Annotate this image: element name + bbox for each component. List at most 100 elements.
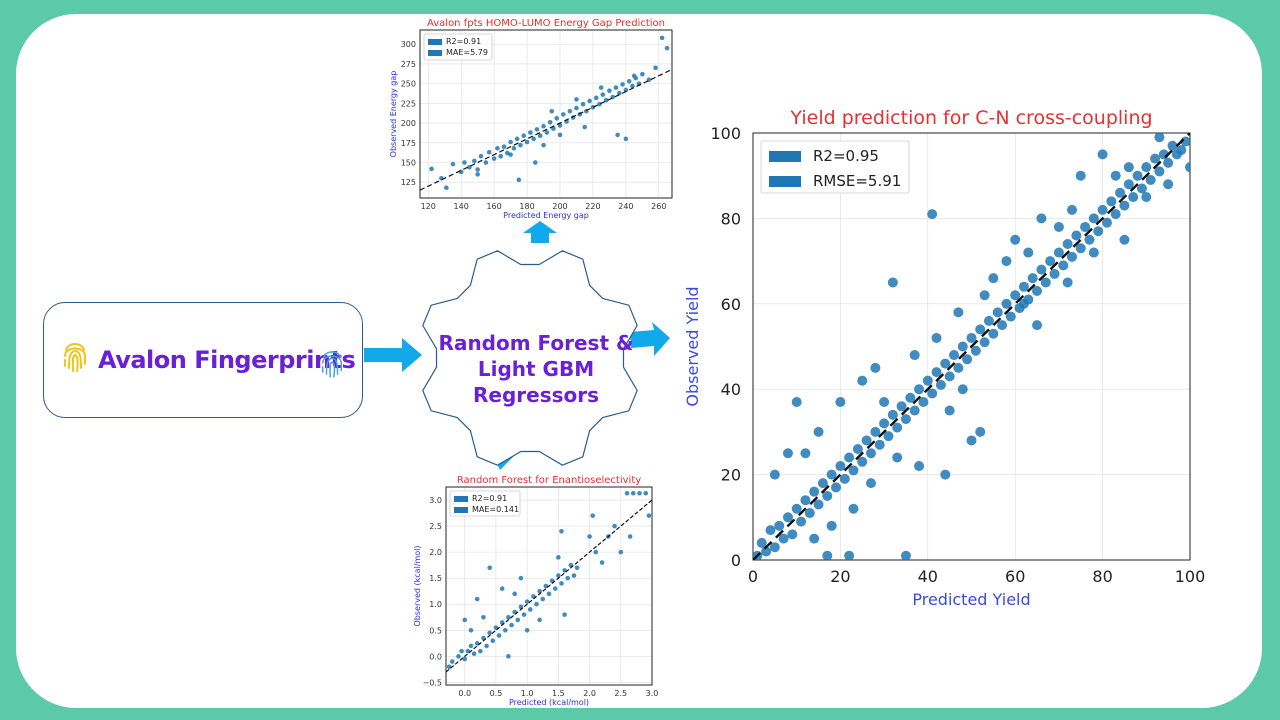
chart1-point	[865, 478, 876, 489]
chart0-point	[626, 78, 632, 84]
chart1-point	[800, 448, 811, 459]
chart2-point	[562, 612, 567, 617]
chart2-fit-line	[446, 499, 652, 673]
chart1-point	[857, 375, 868, 386]
chart0-point	[478, 153, 484, 159]
chart1-point	[1053, 221, 1064, 232]
chart2-point	[496, 633, 502, 638]
chart0-ytick-label: 175	[401, 139, 416, 148]
chart2-point	[587, 534, 592, 539]
chart2-xtick-label: 1.5	[552, 689, 565, 698]
chart1-point	[1167, 140, 1178, 151]
chart0-point	[620, 82, 625, 87]
chart1-point	[949, 350, 960, 361]
chart0-point	[541, 142, 546, 148]
chart2-point	[559, 528, 564, 534]
chart2-points	[446, 490, 652, 670]
chart2-ytick-label: 2.0	[429, 548, 442, 557]
chart1-point	[1150, 153, 1161, 164]
chart1-point	[1058, 260, 1069, 271]
chart2-ytick-label: 1.0	[429, 600, 442, 609]
chart0-point	[615, 132, 620, 138]
chart0-point	[554, 116, 560, 121]
chart1-ytick-label: 0	[731, 551, 741, 570]
chart0-point	[475, 167, 480, 172]
chart1-point	[817, 478, 828, 489]
chart0-point	[549, 108, 555, 114]
chart2-point	[543, 583, 549, 589]
chart2-legend-swatch	[454, 496, 468, 502]
chart0-point	[574, 105, 579, 111]
chart1-point	[896, 401, 907, 412]
chart2-point	[556, 573, 561, 578]
chart0-point	[429, 166, 434, 172]
input-box	[43, 302, 363, 418]
chart2-point	[612, 523, 617, 529]
chart1-xtick-label: 40	[918, 567, 938, 586]
chart1-point	[1040, 277, 1051, 288]
chart1-point	[1154, 133, 1165, 143]
chart2-legend-entry: MAE=0.141	[472, 505, 519, 514]
chart2-point	[487, 565, 492, 571]
chart1-point	[957, 384, 968, 395]
chart0-point	[511, 146, 517, 151]
chart2-point	[506, 654, 511, 659]
chart0-xtick-label: 140	[454, 202, 469, 211]
chart1-point	[1123, 179, 1134, 190]
chart0-point	[547, 119, 553, 125]
chart2-xtick-label: 2.0	[583, 689, 596, 698]
chart1-point	[900, 414, 911, 425]
chart1-point	[979, 290, 990, 301]
chart1-point	[870, 362, 881, 373]
chart2-point	[599, 560, 605, 565]
chart0-point	[631, 73, 637, 79]
chart1-point	[1132, 170, 1143, 181]
arrow-to-homo	[523, 221, 557, 243]
chart0-ytick-label: 300	[401, 40, 416, 49]
chart1-point	[1067, 251, 1078, 262]
chart2-point	[459, 648, 464, 654]
chart0-legend-entry: MAE=5.79	[446, 48, 488, 57]
chart1-point	[1101, 217, 1112, 228]
chart0-point	[597, 101, 602, 107]
chart2-title: Random Forest for Enantioselectivity	[457, 475, 641, 486]
model-label-line2: Light GBM	[477, 357, 595, 381]
chart1-point	[761, 546, 772, 557]
chart2-point	[456, 654, 461, 659]
chart2-point	[462, 656, 468, 662]
chart0-point	[603, 97, 609, 103]
chart1-ytick-label: 40	[721, 380, 741, 399]
chart1-point	[1001, 256, 1012, 267]
chart1-title: Yield prediction for C-N cross-coupling	[789, 107, 1152, 129]
chart2-point	[478, 648, 483, 654]
chart2-point	[546, 591, 552, 597]
chart2-point	[540, 596, 546, 602]
chart1-point	[756, 537, 767, 548]
chart1-point	[782, 512, 793, 523]
chart1-point	[927, 209, 938, 220]
chart1-point	[935, 379, 946, 390]
chart0-point	[516, 177, 522, 183]
chart0-point	[514, 136, 520, 142]
chart0-point	[557, 123, 563, 128]
chart1-point	[839, 473, 850, 484]
chart1-point	[1062, 239, 1073, 250]
chart0-point	[541, 123, 546, 129]
chart1-point	[922, 375, 933, 386]
chart1-point	[791, 503, 802, 514]
chart0-fit-line	[420, 68, 672, 191]
chart2-point	[643, 490, 649, 496]
chart1-point	[879, 397, 890, 408]
chart1-xtick-label: 20	[830, 567, 850, 586]
chart1-point	[765, 525, 776, 536]
chart1-frame	[752, 132, 1191, 561]
chart1-point	[1176, 145, 1187, 156]
chart0-frame	[419, 29, 673, 199]
chart1-point	[835, 461, 846, 472]
chart1-xtick-label: 80	[1092, 567, 1112, 586]
chart1-point	[892, 422, 903, 433]
chart0-ytick-label: 250	[401, 80, 416, 89]
chart0-point	[623, 136, 629, 142]
chart0-point	[486, 149, 492, 155]
fingerprint-icon-right	[322, 351, 342, 378]
